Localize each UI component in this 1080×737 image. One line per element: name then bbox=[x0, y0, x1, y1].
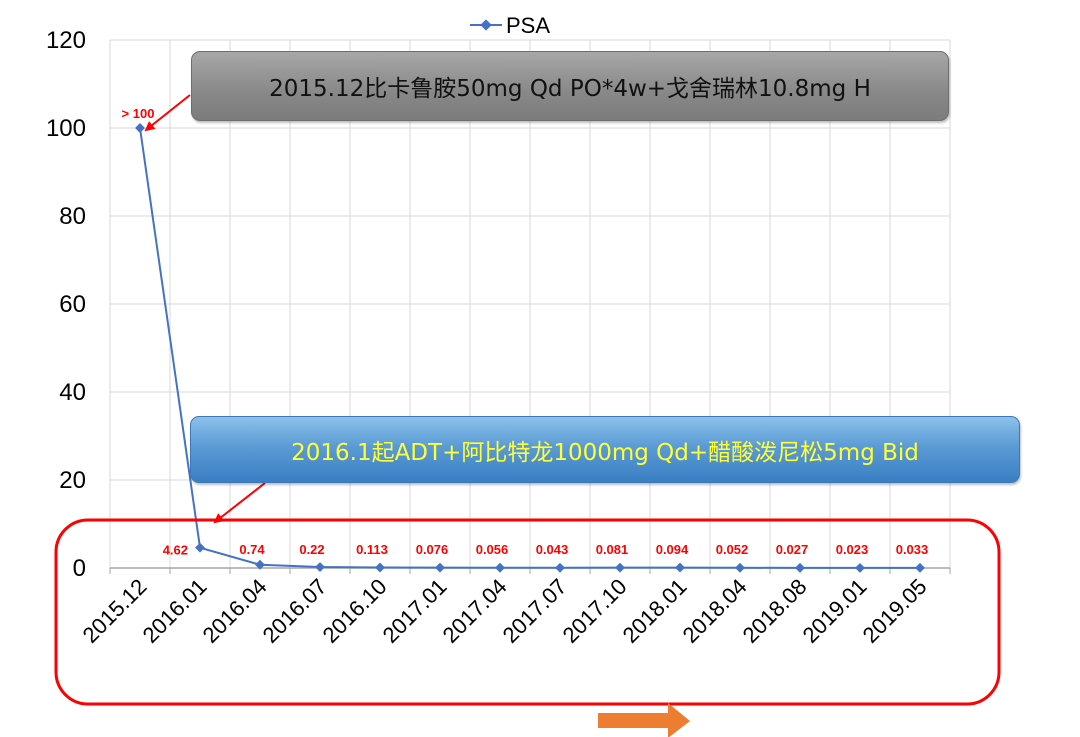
data-label: 0.74 bbox=[239, 542, 265, 557]
y-tick-label: 60 bbox=[59, 291, 86, 318]
data-point bbox=[675, 562, 685, 573]
treatment-callout-2015: 2015.12比卡鲁胺50mg Qd PO*4w+戈舍瑞林10.8mg H bbox=[191, 51, 949, 121]
x-tick-label: 2019.05 bbox=[858, 574, 932, 648]
data-point bbox=[795, 562, 805, 573]
x-tick-label: 2019.01 bbox=[798, 574, 872, 648]
data-label: 0.094 bbox=[656, 542, 689, 557]
data-label: 0.056 bbox=[476, 542, 509, 557]
x-tick-label: 2016.04 bbox=[198, 574, 272, 648]
legend-marker bbox=[480, 19, 492, 31]
psa-line bbox=[139, 127, 921, 569]
data-point bbox=[255, 559, 265, 570]
x-tick-label: 2016.10 bbox=[318, 574, 392, 648]
data-point bbox=[915, 562, 925, 573]
data-label: 0.033 bbox=[896, 542, 929, 557]
legend-label: PSA bbox=[506, 13, 550, 38]
x-tick-label: 2018.01 bbox=[618, 574, 692, 648]
data-label: 0.052 bbox=[716, 542, 749, 557]
arrow-to-first-point bbox=[144, 94, 191, 132]
data-point bbox=[195, 542, 205, 553]
y-tick-label: 120 bbox=[46, 27, 86, 54]
data-label: 0.023 bbox=[836, 542, 869, 557]
highlight-box bbox=[54, 518, 1001, 706]
annotations bbox=[54, 94, 1001, 737]
x-tick-label: 2017.04 bbox=[438, 574, 512, 648]
x-tick-label: 2018.08 bbox=[738, 574, 812, 648]
y-tick-label: 100 bbox=[46, 115, 86, 142]
x-tick-label: 2016.01 bbox=[138, 574, 212, 648]
x-tick-label: 2017.10 bbox=[558, 574, 632, 648]
data-label: 0.081 bbox=[596, 542, 629, 557]
orange-arrow bbox=[598, 703, 690, 737]
data-point bbox=[315, 562, 325, 572]
legend: PSA bbox=[470, 13, 550, 38]
y-tick-label: 80 bbox=[59, 203, 86, 230]
data-point bbox=[435, 562, 445, 573]
data-point bbox=[495, 562, 505, 573]
data-label: 0.043 bbox=[536, 542, 569, 557]
data-label: 0.113 bbox=[356, 542, 388, 557]
x-tick-label: 2017.07 bbox=[498, 574, 572, 648]
data-point bbox=[735, 562, 745, 573]
data-point bbox=[555, 562, 565, 573]
y-tick-label: 0 bbox=[73, 555, 86, 582]
psa-series bbox=[135, 123, 925, 573]
data-point bbox=[855, 562, 865, 573]
data-point bbox=[615, 562, 625, 573]
data-point bbox=[375, 562, 385, 573]
y-tick-label: 40 bbox=[59, 379, 86, 406]
x-tick-label: 2016.07 bbox=[258, 574, 332, 648]
data-point bbox=[135, 123, 145, 133]
y-tick-label: 20 bbox=[59, 467, 86, 494]
data-label: 0.027 bbox=[776, 542, 809, 557]
x-tick-label: 2015.12 bbox=[78, 574, 152, 648]
treatment-callout-2016: 2016.1起ADT+阿比特龙1000mg Qd+醋酸泼尼松5mg Bid bbox=[190, 416, 1020, 483]
arrow-to-second-point bbox=[213, 482, 266, 524]
x-tick-label: 2017.01 bbox=[378, 574, 452, 648]
data-label: 0.076 bbox=[416, 542, 449, 557]
data-label: 4.62 bbox=[163, 543, 188, 558]
x-tick-label: 2018.04 bbox=[678, 574, 752, 648]
data-label: > 100 bbox=[122, 106, 155, 121]
data-label: 0.22 bbox=[299, 542, 324, 557]
data-labels: > 100 4.62 0.74 0.22 0.113 0.076 0.056 0.043 0.0… bbox=[122, 106, 929, 558]
